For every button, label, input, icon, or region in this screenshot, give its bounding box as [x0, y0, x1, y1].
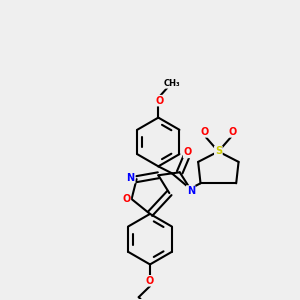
Text: O: O [156, 96, 164, 106]
Text: N: N [127, 172, 135, 183]
Text: S: S [215, 146, 222, 157]
Text: O: O [146, 276, 154, 286]
Text: O: O [200, 127, 208, 137]
Text: N: N [187, 186, 195, 196]
Text: CH₃: CH₃ [164, 79, 180, 88]
Text: O: O [228, 127, 236, 137]
Text: O: O [122, 194, 130, 204]
Text: O: O [184, 147, 192, 158]
